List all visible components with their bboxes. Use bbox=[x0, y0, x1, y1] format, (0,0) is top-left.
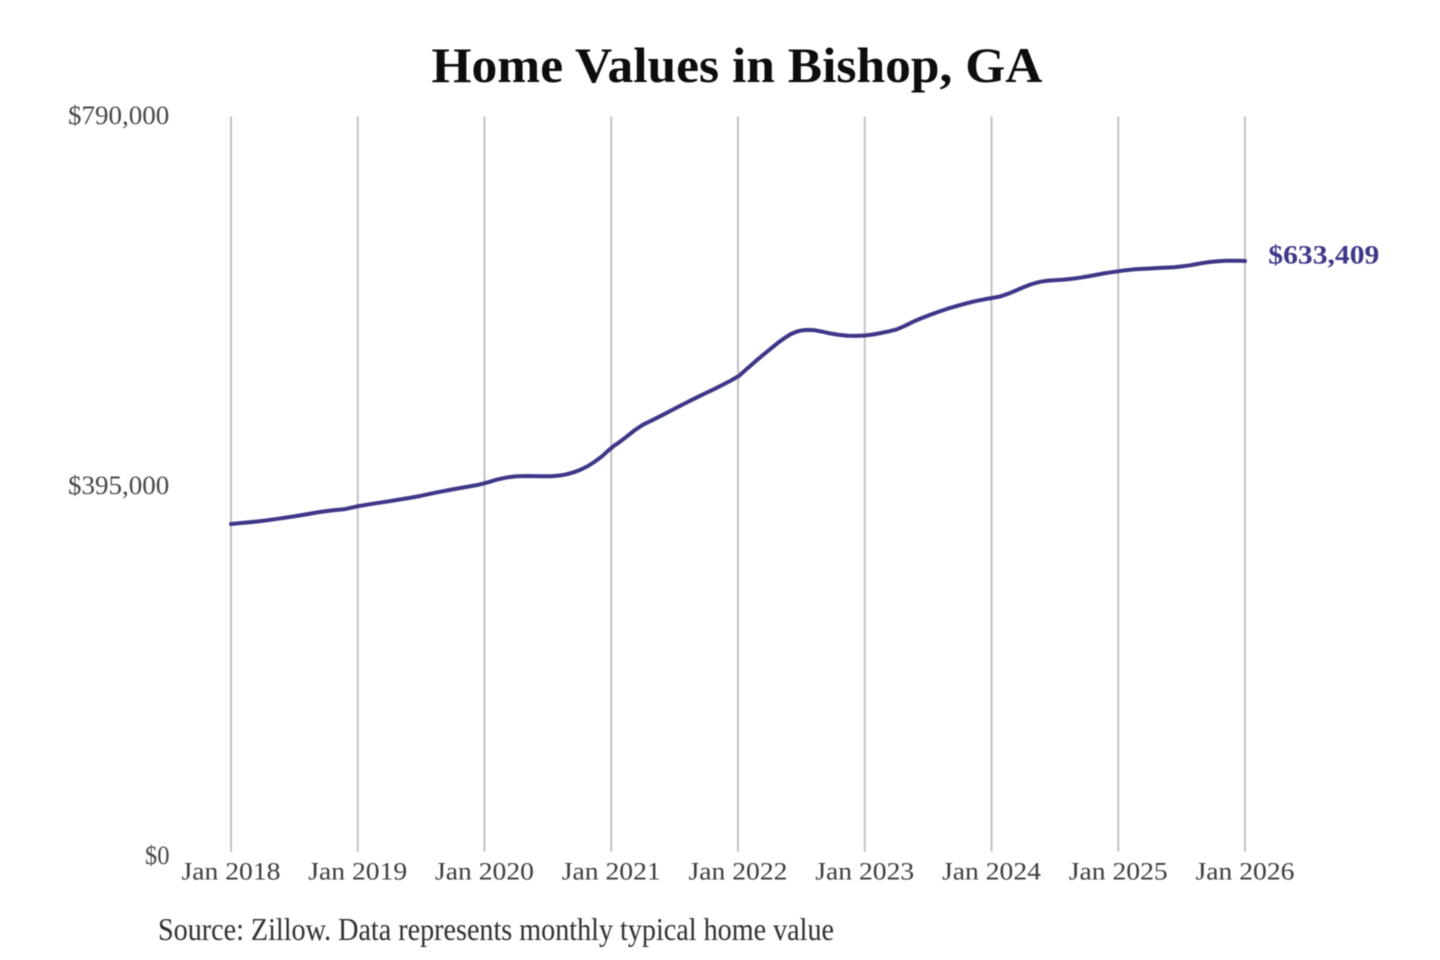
svg-text:Jan 2025: Jan 2025 bbox=[1069, 859, 1168, 886]
svg-text:$395,000: $395,000 bbox=[68, 470, 169, 500]
svg-text:Jan 2026: Jan 2026 bbox=[1196, 859, 1295, 886]
svg-text:Jan 2020: Jan 2020 bbox=[435, 859, 534, 886]
svg-text:$0: $0 bbox=[145, 840, 170, 870]
svg-text:Jan 2022: Jan 2022 bbox=[689, 859, 788, 886]
svg-text:Jan 2021: Jan 2021 bbox=[562, 859, 661, 886]
svg-text:Jan 2023: Jan 2023 bbox=[815, 859, 914, 886]
svg-text:$790,000: $790,000 bbox=[68, 100, 169, 130]
svg-text:$633,409: $633,409 bbox=[1268, 240, 1379, 269]
svg-text:Home Values in Bishop, GA: Home Values in Bishop, GA bbox=[432, 37, 1043, 93]
svg-text:Jan 2019: Jan 2019 bbox=[308, 859, 407, 886]
svg-text:Jan 2024: Jan 2024 bbox=[942, 859, 1042, 886]
svg-text:Source: Zillow. Data represent: Source: Zillow. Data represents monthly … bbox=[158, 911, 834, 947]
svg-text:Jan 2018: Jan 2018 bbox=[182, 859, 281, 886]
